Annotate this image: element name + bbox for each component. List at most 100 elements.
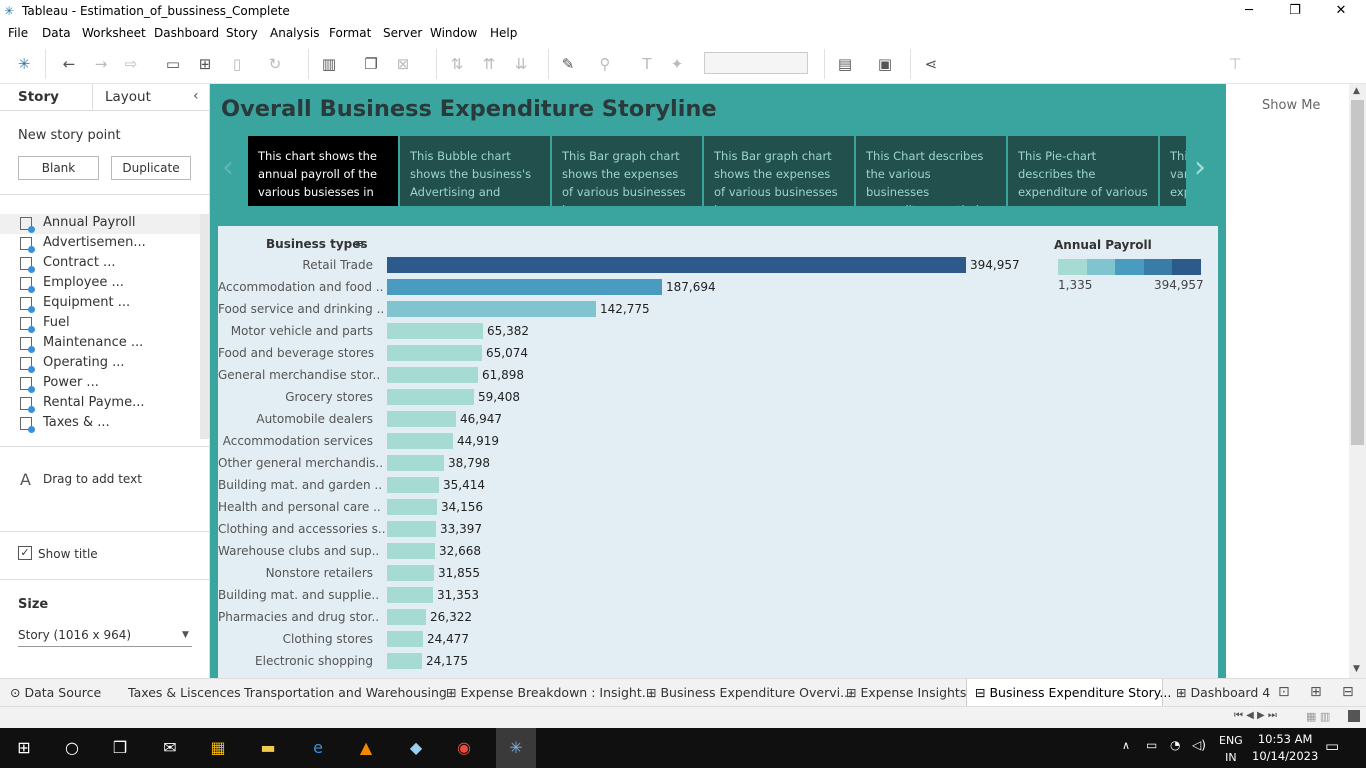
pin-icon[interactable]: ✦ — [670, 55, 684, 73]
tab-story[interactable]: Story — [18, 89, 59, 105]
tab-expense-breakdown[interactable]: ⊞ Expense Breakdown : Insight... — [446, 685, 654, 700]
scroll-thumb[interactable] — [1351, 100, 1364, 445]
bar[interactable] — [387, 323, 483, 339]
duplicate-button[interactable]: Duplicate — [111, 156, 191, 180]
sheet-item[interactable]: Annual Payroll — [0, 214, 200, 234]
save-icon[interactable]: ▭ — [165, 55, 181, 73]
swap-icon[interactable]: ⇅ — [450, 55, 464, 73]
menu-story[interactable]: Story — [226, 26, 258, 40]
bar[interactable] — [387, 279, 662, 295]
sheet-item[interactable]: Fuel — [0, 314, 200, 334]
scroll-down-icon[interactable]: ▼ — [1353, 664, 1360, 674]
bar[interactable] — [387, 433, 453, 449]
menu-worksheet[interactable]: Worksheet — [82, 26, 146, 40]
sheet-sorter-icon[interactable]: ▦ ▥ — [1306, 710, 1331, 723]
sheet-item[interactable]: Contract ... — [0, 254, 200, 274]
new-story-tab-icon[interactable]: ⊟ — [1342, 684, 1354, 700]
menu-dashboard[interactable]: Dashboard — [154, 26, 220, 40]
story-point[interactable]: This Bubble chart shows the business's A… — [400, 136, 550, 206]
pause-updates-icon[interactable]: ▯ — [232, 55, 242, 73]
tableau-home-icon[interactable]: ✳ — [17, 55, 31, 73]
close-button[interactable]: ✕ — [1335, 3, 1347, 18]
drag-text-item[interactable]: Drag to add text — [43, 472, 142, 486]
bar[interactable] — [387, 301, 596, 317]
scroll-up-icon[interactable]: ▲ — [1353, 86, 1360, 96]
format-painter-icon[interactable]: ⊤ — [1228, 55, 1242, 73]
restore-button[interactable]: ❐ — [1289, 3, 1301, 18]
file-explorer-icon[interactable]: ▬ — [260, 738, 276, 757]
mail-icon[interactable]: ✉ — [163, 738, 177, 757]
menu-file[interactable]: File — [8, 26, 29, 40]
previous-point-icon[interactable]: ‹ — [222, 150, 234, 185]
sheet-item[interactable]: Taxes & ... — [0, 414, 200, 434]
menu-window[interactable]: Window — [430, 26, 478, 40]
vertical-scrollbar[interactable]: ▲ ▼ — [1349, 84, 1366, 678]
sort-icon[interactable]: ≡ — [355, 237, 365, 250]
notifications-icon[interactable]: ▭ — [1325, 737, 1340, 755]
labels-icon[interactable]: T — [642, 55, 652, 73]
sheet-item[interactable]: Advertisemen... — [0, 234, 200, 254]
collapse-icon[interactable]: ‹ — [193, 88, 199, 104]
sort-descending-icon[interactable]: ⇊ — [514, 55, 528, 73]
tab-dashboard-4[interactable]: ⊞ Dashboard 4 — [1176, 685, 1271, 700]
menu-server[interactable]: Server — [383, 26, 423, 40]
fit-icon[interactable]: ▤ — [837, 55, 853, 73]
vlc-icon[interactable]: ▲ — [359, 738, 373, 757]
menu-help[interactable]: Help — [490, 26, 518, 40]
tab-expenditure-story[interactable]: ⊟ Business Expenditure Story... — [966, 679, 1171, 707]
replay-icon[interactable]: ⇨ — [124, 55, 138, 73]
bar[interactable] — [387, 389, 474, 405]
redo-icon[interactable]: → — [94, 55, 108, 73]
sheet-item[interactable]: Rental Payme... — [0, 394, 200, 414]
show-title-checkbox[interactable]: ✓ — [18, 546, 32, 560]
tab-nav-icons[interactable]: ⏮ ◀ ▶ ⏭ — [1234, 710, 1277, 721]
bar[interactable] — [387, 609, 426, 625]
story-point[interactable]: This Bar graph chart shows the expenses … — [552, 136, 702, 206]
battery-icon[interactable]: ▭ — [1146, 738, 1158, 752]
minimize-button[interactable]: ─ — [1245, 3, 1253, 18]
new-datasource-icon[interactable]: ⊞ — [198, 55, 212, 73]
undo-icon[interactable]: ← — [62, 55, 76, 73]
tab-taxes[interactable]: Taxes & Liscences — [128, 685, 241, 700]
wifi-icon[interactable]: ◔ — [1170, 738, 1181, 752]
share-icon[interactable]: ⋖ — [924, 55, 938, 73]
duplicate-sheet-icon[interactable]: ❐ — [364, 55, 378, 73]
tab-transportation[interactable]: Transportation and Warehousing — [244, 685, 447, 700]
sort-ascending-icon[interactable]: ⇈ — [482, 55, 496, 73]
story-point[interactable]: This Bar graph chart shows the expenses … — [704, 136, 854, 206]
bar[interactable] — [387, 631, 423, 647]
highlight-icon[interactable]: ✎ — [561, 55, 575, 73]
bar[interactable] — [387, 367, 478, 383]
menu-analysis[interactable]: Analysis — [270, 26, 320, 40]
group-icon[interactable]: ⚲ — [599, 55, 611, 73]
bar[interactable] — [387, 345, 482, 361]
next-point-icon[interactable]: › — [1194, 150, 1206, 185]
tray-chevron-icon[interactable]: ∧ — [1122, 739, 1131, 752]
sheet-item[interactable]: Power ... — [0, 374, 200, 394]
bar[interactable] — [387, 521, 436, 537]
new-worksheet-tab-icon[interactable]: ⊡ — [1278, 684, 1290, 700]
show-me-button[interactable]: Show Me — [1262, 98, 1321, 113]
clock[interactable]: 10:53 AM 10/14/2023 — [1252, 732, 1319, 763]
new-worksheet-icon[interactable]: ▥ — [321, 55, 337, 73]
language-indicator[interactable]: ENG IN — [1219, 734, 1243, 764]
chrome-icon[interactable]: ◉ — [457, 738, 471, 757]
sheet-item[interactable]: Operating ... — [0, 354, 200, 374]
bar[interactable] — [387, 455, 444, 471]
fit-dropdown[interactable] — [704, 52, 808, 74]
bar[interactable] — [387, 499, 437, 515]
store-icon[interactable]: ▦ — [210, 738, 226, 757]
sheet-item[interactable]: Equipment ... — [0, 294, 200, 314]
volume-icon[interactable]: ◁) — [1192, 738, 1206, 752]
presentation-icon[interactable]: ▣ — [877, 55, 893, 73]
bar[interactable] — [387, 411, 456, 427]
chevron-down-icon[interactable]: ▼ — [182, 630, 189, 640]
tableau-taskbar-icon[interactable]: ✳ — [496, 728, 536, 768]
menu-format[interactable]: Format — [329, 26, 372, 40]
refresh-icon[interactable]: ↻ — [268, 55, 282, 73]
sheet-item[interactable]: Employee ... — [0, 274, 200, 294]
blank-button[interactable]: Blank — [18, 156, 99, 180]
tab-data-source[interactable]: ⊙ Data Source — [10, 685, 102, 700]
story-point[interactable]: This various exp — [1160, 136, 1186, 206]
app-icon[interactable]: ◆ — [409, 738, 423, 757]
